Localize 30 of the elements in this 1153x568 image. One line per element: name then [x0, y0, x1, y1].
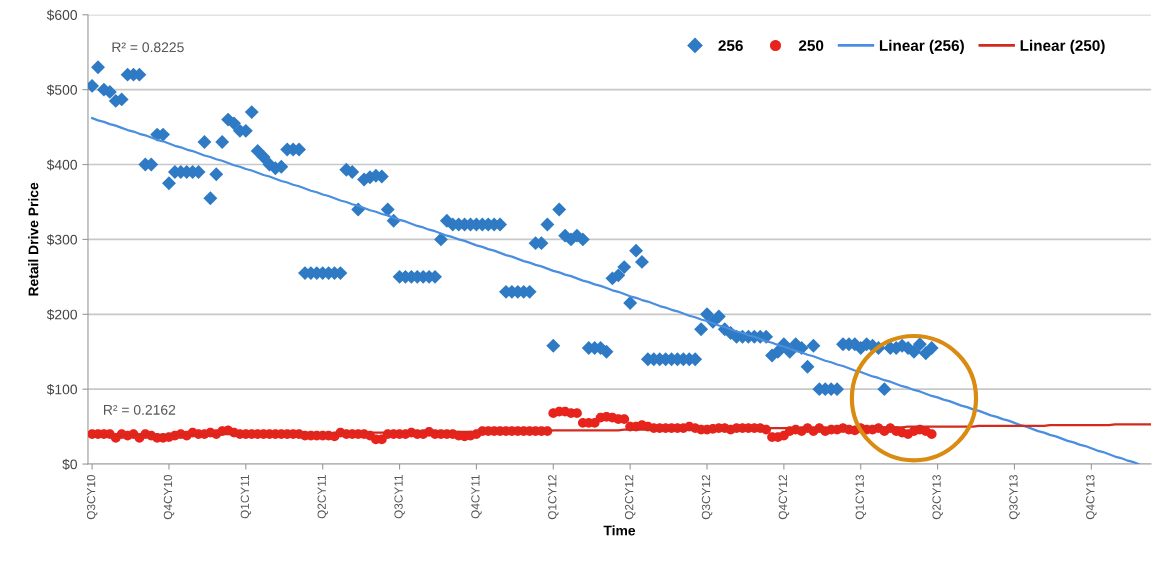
y-tick-label: $100	[46, 383, 78, 396]
x-tick-label: Q3CY12	[701, 475, 713, 520]
line-series	[91, 116, 1140, 465]
x-tick-label: Q2CY11	[317, 475, 328, 519]
y-tick-label: $0	[62, 458, 78, 471]
legend-label: Linear (250)	[1020, 39, 1105, 54]
x-tick-label: Q4CY12	[778, 475, 790, 520]
x-tick-label: Q1CY13	[855, 474, 867, 520]
legend-label: Linear (256)	[879, 39, 964, 54]
x-tick-label: Q3CY10	[86, 474, 98, 520]
x-tick-label: Q1CY12	[548, 475, 559, 520]
x-tick-label: Q2CY13	[932, 474, 943, 520]
y-axis-title: Retail Drive Price	[28, 182, 39, 296]
y-tick-label: $200	[46, 309, 78, 321]
y-tick-label: $500	[46, 84, 78, 96]
x-tick-label: Q4CY10	[163, 474, 175, 520]
x-tick-label: Q4CY13	[1086, 474, 1097, 520]
legend-label: 250	[798, 40, 824, 51]
y-tick-label: $600	[46, 9, 78, 21]
x-tick-label: Q2CY12	[624, 475, 636, 520]
x-tick-label: Q3CY11	[394, 475, 405, 519]
x-tick-label: Q3CY13	[1009, 474, 1020, 520]
legend-label: 256	[718, 40, 743, 51]
x-axis-title: Time	[603, 525, 636, 536]
x-tick-label: Q4CY11	[471, 475, 482, 519]
y-tick-label: $300	[46, 234, 78, 246]
annotation: R² = 0.2162	[104, 404, 176, 415]
annotation: R² = 0.8225	[112, 42, 184, 53]
x-tick-label: Q1CY11	[240, 475, 252, 519]
y-tick-label: $400	[46, 159, 78, 171]
